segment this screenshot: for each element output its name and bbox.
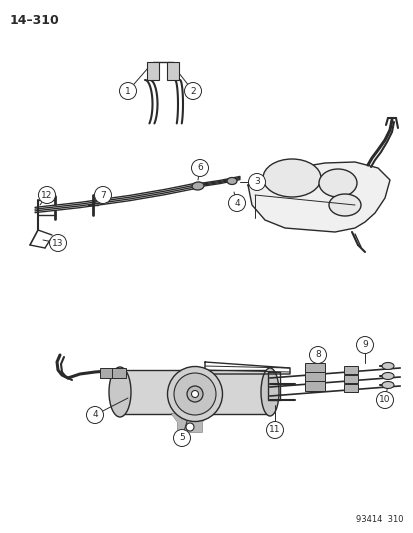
Text: 93414  310: 93414 310 bbox=[356, 515, 403, 524]
Text: 10: 10 bbox=[378, 395, 390, 405]
Circle shape bbox=[50, 235, 66, 252]
Ellipse shape bbox=[173, 373, 216, 415]
Ellipse shape bbox=[328, 194, 360, 216]
Text: 4: 4 bbox=[92, 410, 97, 419]
Bar bbox=[120, 370, 269, 414]
Text: 9: 9 bbox=[361, 341, 367, 350]
Ellipse shape bbox=[191, 391, 198, 398]
Ellipse shape bbox=[109, 367, 131, 417]
Circle shape bbox=[184, 83, 201, 100]
Ellipse shape bbox=[381, 373, 393, 379]
Circle shape bbox=[228, 195, 245, 212]
Text: 1: 1 bbox=[125, 86, 131, 95]
Bar bbox=[166, 62, 178, 80]
Polygon shape bbox=[247, 162, 389, 232]
Text: 4: 4 bbox=[234, 198, 239, 207]
Circle shape bbox=[309, 346, 326, 364]
Ellipse shape bbox=[226, 177, 236, 184]
Ellipse shape bbox=[187, 386, 202, 402]
Bar bbox=[343, 384, 357, 392]
Bar bbox=[304, 363, 324, 373]
Circle shape bbox=[38, 187, 55, 204]
Text: 5: 5 bbox=[179, 433, 185, 442]
Bar bbox=[112, 368, 126, 378]
Ellipse shape bbox=[318, 169, 356, 197]
Text: 11: 11 bbox=[268, 425, 280, 434]
Circle shape bbox=[191, 159, 208, 176]
Text: 8: 8 bbox=[314, 351, 320, 359]
Ellipse shape bbox=[167, 367, 222, 422]
Circle shape bbox=[356, 336, 373, 353]
Circle shape bbox=[119, 83, 136, 100]
Text: 6: 6 bbox=[197, 164, 202, 173]
Polygon shape bbox=[171, 414, 207, 432]
Circle shape bbox=[185, 423, 194, 431]
Bar bbox=[343, 375, 357, 383]
Text: 3: 3 bbox=[254, 177, 259, 187]
Ellipse shape bbox=[262, 159, 320, 197]
Text: 14–310: 14–310 bbox=[10, 14, 59, 27]
Text: 7: 7 bbox=[100, 190, 106, 199]
Bar bbox=[304, 372, 324, 382]
Ellipse shape bbox=[260, 368, 278, 416]
Text: 2: 2 bbox=[190, 86, 195, 95]
Bar bbox=[100, 368, 114, 378]
Ellipse shape bbox=[381, 382, 393, 389]
Text: 13: 13 bbox=[52, 238, 64, 247]
Ellipse shape bbox=[192, 182, 204, 190]
Bar bbox=[304, 381, 324, 391]
Circle shape bbox=[86, 407, 103, 424]
Bar bbox=[147, 62, 159, 80]
Text: 12: 12 bbox=[41, 190, 52, 199]
Bar bbox=[343, 366, 357, 374]
Circle shape bbox=[94, 187, 111, 204]
Circle shape bbox=[375, 392, 392, 408]
Circle shape bbox=[266, 422, 283, 439]
Circle shape bbox=[173, 430, 190, 447]
Circle shape bbox=[248, 174, 265, 190]
Ellipse shape bbox=[381, 362, 393, 369]
